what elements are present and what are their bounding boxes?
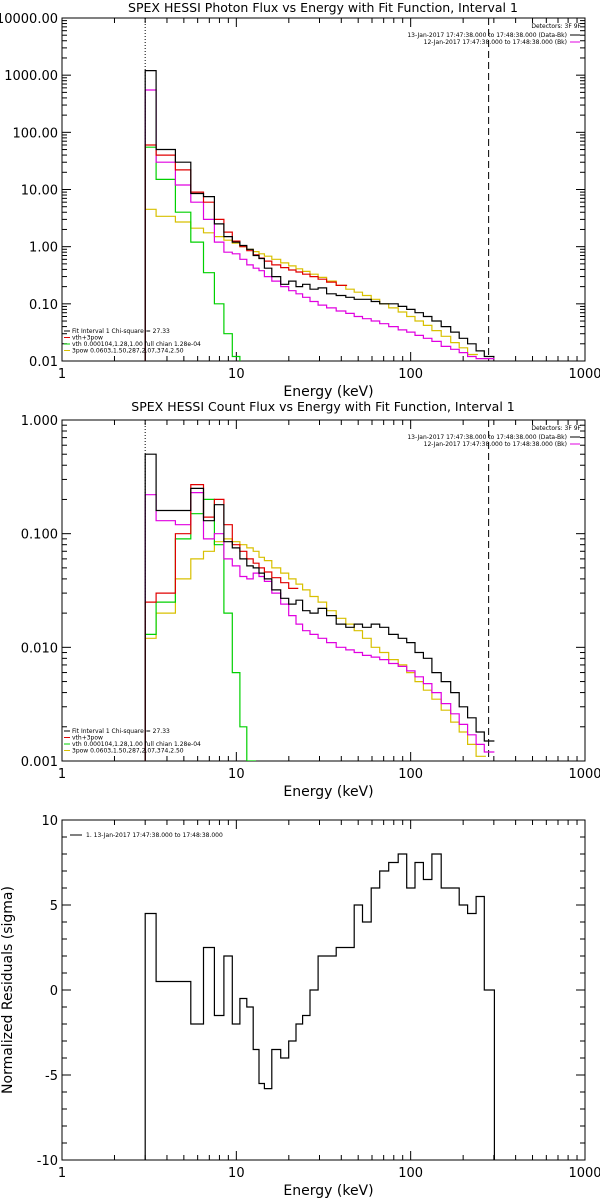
plot-area: 1 10 100 1000 Energy (keV) 10000.00 1000.00 100… bbox=[0, 12, 600, 400]
y-tick-label: 1.00 bbox=[29, 241, 58, 256]
legend-bottom-entry: vth 0.000104,1.28,1.00 full chian 1.28e-… bbox=[72, 341, 201, 348]
legend-bottom-entry: Fit Interval 1 Chi-square = 27.33 bbox=[72, 328, 170, 335]
series-line-vth bbox=[144, 498, 256, 761]
y-tick-label: 1000.00 bbox=[4, 69, 58, 84]
legend-bottom-entry: vth+3pow bbox=[72, 335, 103, 342]
y-tick-label: 10.00 bbox=[21, 184, 58, 199]
legend-bottom-entry: vth 0.000104,1.28,1.00 full chian 1.28e-… bbox=[72, 741, 201, 748]
y-tick-label: 0.10 bbox=[29, 298, 58, 313]
legend-top-entry: 13-Jan-2017 17:47:38.000 to 17:48:38.000… bbox=[407, 32, 567, 39]
y-tick-label: 100.00 bbox=[13, 126, 59, 141]
x-tick-label: 10 bbox=[228, 767, 245, 782]
panel-title: SPEX HESSI Count Flux vs Energy with Fit… bbox=[131, 399, 514, 414]
series-line-bk bbox=[144, 492, 495, 761]
series-line-vth-3pow bbox=[144, 144, 348, 361]
x-tick-label: 1000 bbox=[568, 767, 600, 782]
x-tick-label: 100 bbox=[398, 1166, 423, 1181]
legend-bottom-entry: vth+3pow bbox=[72, 735, 103, 742]
x-tick-label: 1 bbox=[58, 367, 66, 382]
x-tick-label: 10 bbox=[228, 1166, 245, 1181]
legend-top-entry: 12-Jan-2017 17:47:38.000 to 17:48:38.000… bbox=[424, 39, 567, 46]
legend-bottom-entry: 3pow 0.0603,1.50,287,2.07,374,2.50 bbox=[72, 348, 184, 355]
y-tick-label: 1.000 bbox=[21, 414, 58, 429]
y-tick-label: 5 bbox=[50, 899, 58, 914]
legend-top-entry: 13-Jan-2017 17:47:38.000 to 17:48:38.000… bbox=[407, 434, 567, 441]
plot-frame bbox=[61, 17, 586, 362]
y-tick-label: 0.001 bbox=[21, 755, 58, 770]
series-group bbox=[144, 853, 495, 1160]
series-line-1-13-jan-2017-17-47-38-000-to-17-48-38-000 bbox=[144, 853, 495, 1160]
series-line-data-bk bbox=[144, 70, 495, 361]
plot-area: 1 10 100 1000 Energy (keV) 10 5 0 -5 -10 Normalize… bbox=[0, 814, 600, 1199]
series-line-3pow bbox=[144, 538, 486, 761]
legend-bottom-entry: 3pow 0.0603,1.50,287,2.07,374,2.50 bbox=[72, 748, 184, 755]
detector-note: Detectors: 3F 9F bbox=[531, 425, 581, 432]
x-axis-label: Energy (keV) bbox=[283, 1183, 373, 1199]
x-axis-label: Energy (keV) bbox=[283, 784, 373, 800]
x-tick-label: 1000 bbox=[568, 1166, 600, 1181]
y-tick-label: -5 bbox=[45, 1069, 58, 1084]
plot-area: 1 10 100 1000 Energy (keV) 1.000 0.100 0.010 0.0… bbox=[21, 414, 600, 800]
x-tick-label: 10 bbox=[228, 367, 245, 382]
y-tick-label: 0 bbox=[50, 984, 58, 999]
detector-note: Detectors: 3F 9F bbox=[531, 23, 581, 30]
plot-frame bbox=[61, 419, 586, 762]
series-line-vth bbox=[144, 146, 241, 361]
series-line-3pow bbox=[144, 208, 478, 361]
series-line-data-bk bbox=[144, 453, 495, 761]
y-tick-label: 10000.00 bbox=[0, 12, 58, 27]
y-tick-label: 0.100 bbox=[21, 528, 58, 543]
x-tick-label: 1 bbox=[58, 767, 66, 782]
x-axis-label: Energy (keV) bbox=[283, 384, 373, 400]
series-group bbox=[144, 453, 495, 761]
x-tick-label: 1000 bbox=[568, 367, 600, 382]
y-tick-label: 0.010 bbox=[21, 641, 58, 656]
plot-frame bbox=[61, 819, 586, 1161]
series-line-bk bbox=[144, 89, 495, 361]
legend-top-entry: 12-Jan-2017 17:47:38.000 to 17:48:38.000… bbox=[424, 441, 567, 448]
series-group bbox=[144, 70, 495, 361]
x-tick-label: 100 bbox=[398, 767, 423, 782]
panel-photon-flux: SPEX HESSI Photon Flux vs Energy with Fi… bbox=[0, 0, 600, 400]
y-axis-label: Normalized Residuals (sigma) bbox=[0, 886, 16, 1094]
legend-entry: 1. 13-Jan-2017 17:47:38.000 to 17:48:38.… bbox=[86, 832, 223, 839]
y-tick-label: 0.01 bbox=[29, 355, 58, 370]
panel-title: SPEX HESSI Photon Flux vs Energy with Fi… bbox=[128, 0, 518, 15]
panel-count-flux: SPEX HESSI Count Flux vs Energy with Fit… bbox=[21, 399, 600, 800]
series-line-vth-3pow bbox=[144, 484, 299, 761]
y-tick-label: -10 bbox=[37, 1154, 58, 1169]
x-tick-label: 1 bbox=[58, 1166, 66, 1181]
legend-bottom-entry: Fit Interval 1 Chi-square = 27.33 bbox=[72, 728, 170, 735]
y-tick-label: 10 bbox=[41, 814, 58, 829]
panel-residuals: 1 10 100 1000 Energy (keV) 10 5 0 -5 -10 Normalize… bbox=[0, 814, 600, 1199]
x-tick-label: 100 bbox=[398, 367, 423, 382]
